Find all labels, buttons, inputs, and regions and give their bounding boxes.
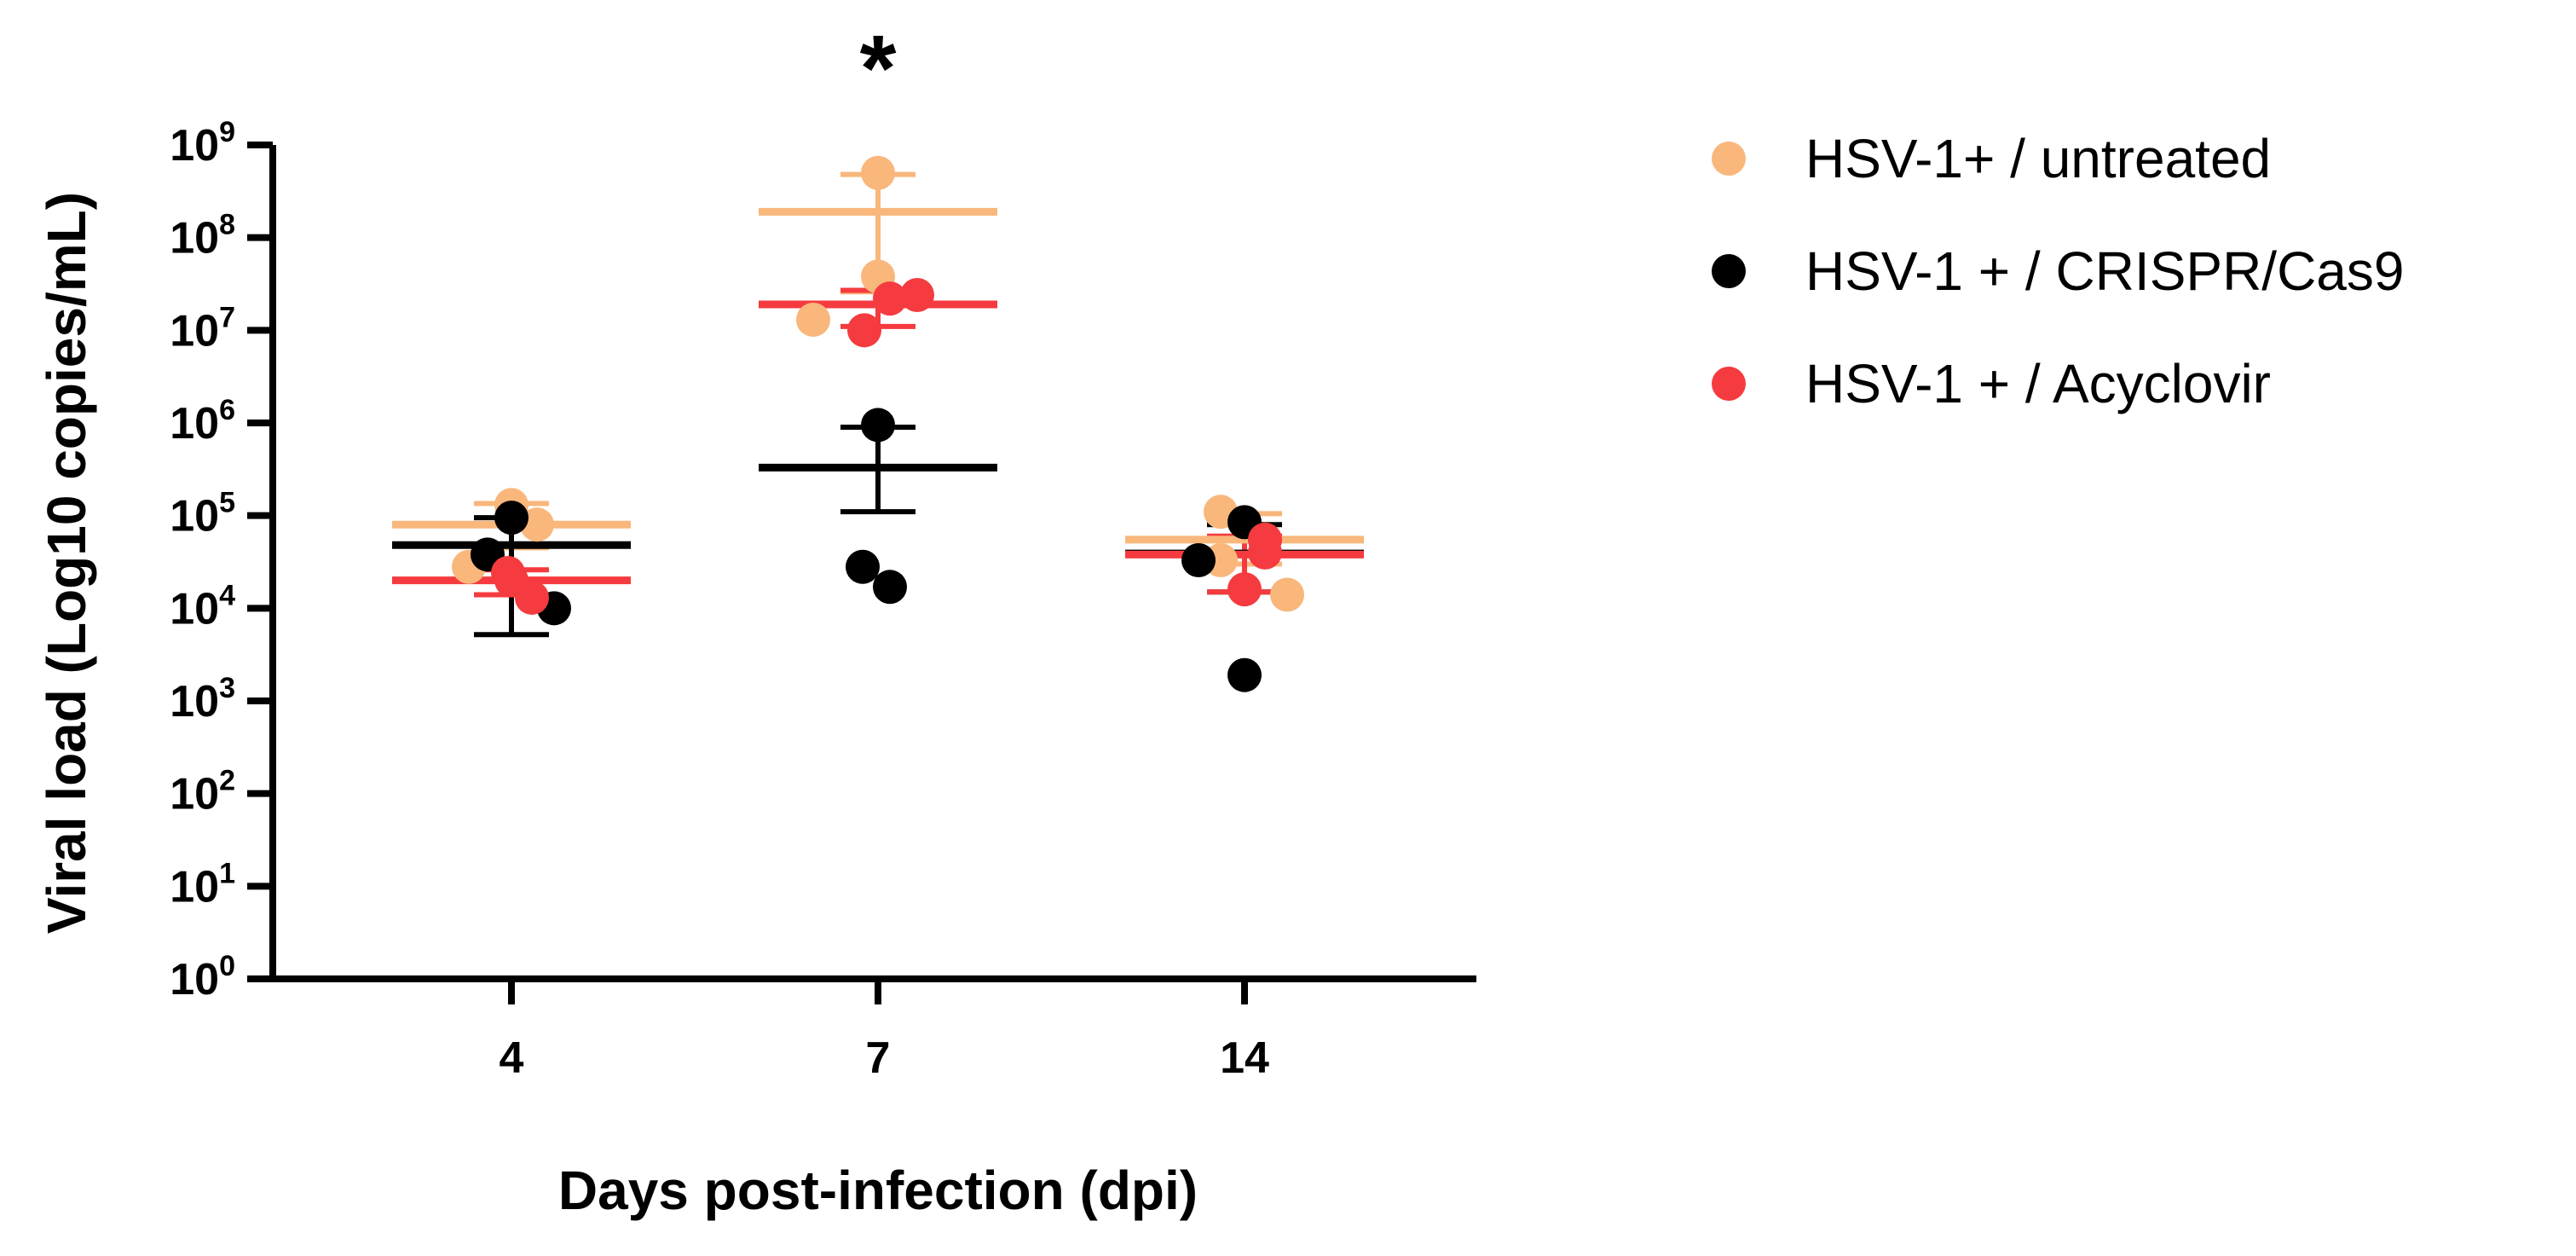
y-tick-label: 100 (170, 950, 235, 1004)
legend-marker (1712, 142, 1746, 176)
data-point (873, 570, 907, 605)
legend: HSV-1+ / untreated HSV-1 + / CRISPR/Cas9 H… (1712, 128, 2404, 414)
data-point (861, 155, 895, 190)
y-tick-label: 109 (170, 116, 235, 171)
data-point (796, 302, 830, 337)
data-point (1227, 572, 1262, 607)
data-point (861, 408, 895, 443)
x-ticks: 4 7 14 (500, 979, 1269, 1083)
x-tick-label: 4 (500, 1033, 524, 1083)
significance-asterisk: * (860, 16, 897, 121)
y-tick-label: 103 (170, 672, 235, 726)
y-tick-label: 106 (170, 394, 235, 449)
y-tick-label: 102 (170, 765, 235, 819)
data-point (900, 278, 934, 313)
data-point (494, 501, 528, 535)
legend-label: HSV-1+ / untreated (1805, 128, 2271, 189)
data-point (515, 580, 549, 615)
data-point (846, 549, 880, 584)
x-axis-label: Days post-infection (dpi) (558, 1160, 1198, 1221)
legend-marker (1712, 367, 1746, 401)
data-point (1227, 657, 1262, 692)
y-tick-label: 104 (170, 579, 235, 634)
y-ticks: 100 101 102 103 104 105 106 107 108 109 (170, 116, 273, 1004)
data-points (452, 155, 1304, 692)
data-point (873, 281, 907, 316)
axes (269, 145, 1476, 982)
data-point (1181, 542, 1216, 577)
y-axis-label: Viral load (Log10 copies/mL) (36, 192, 97, 934)
x-tick-label: 14 (1220, 1033, 1269, 1083)
legend-label: HSV-1 + / CRISPR/Cas9 (1805, 240, 2404, 302)
legend-marker (1712, 254, 1746, 288)
y-tick-label: 107 (170, 301, 235, 356)
legend-label: HSV-1 + / Acyclovir (1805, 353, 2271, 414)
y-tick-label: 108 (170, 209, 235, 263)
data-point (520, 507, 554, 542)
data-point (1248, 522, 1282, 557)
y-tick-label: 101 (170, 857, 235, 912)
data-point (1270, 577, 1304, 612)
x-tick-label: 7 (866, 1033, 891, 1083)
data-point (847, 313, 881, 348)
y-tick-label: 105 (170, 487, 235, 541)
